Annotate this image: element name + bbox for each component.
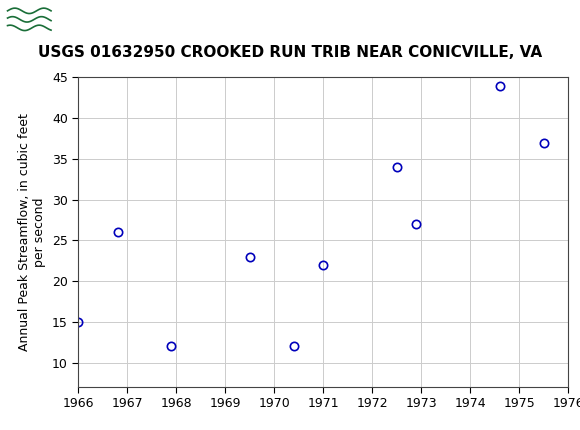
Text: USGS: USGS bbox=[63, 10, 122, 29]
Y-axis label: Annual Peak Streamflow, in cubic feet
per second: Annual Peak Streamflow, in cubic feet pe… bbox=[19, 113, 46, 351]
Text: USGS 01632950 CROOKED RUN TRIB NEAR CONICVILLE, VA: USGS 01632950 CROOKED RUN TRIB NEAR CONI… bbox=[38, 45, 542, 60]
Bar bbox=[5, 3, 54, 36]
